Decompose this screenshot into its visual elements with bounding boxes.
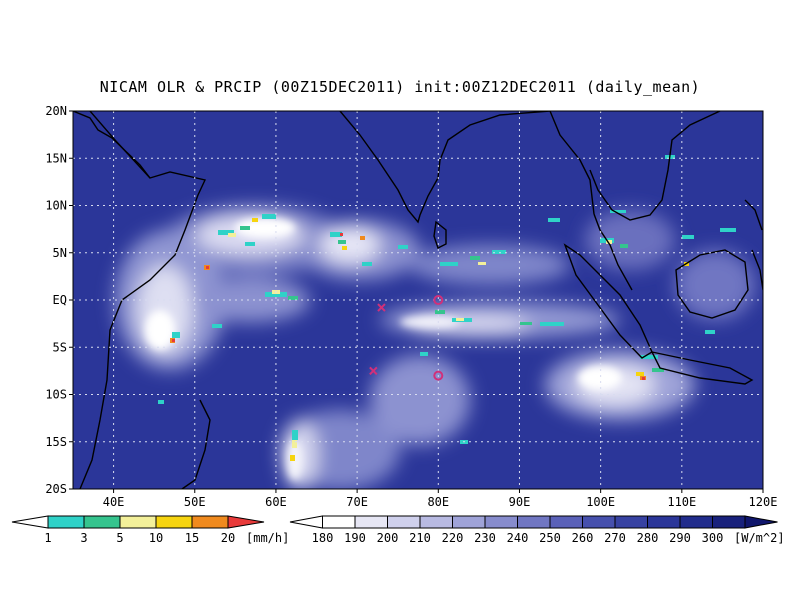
colorbar-label: 20 (221, 531, 235, 545)
lat-tick-label: 5N (53, 246, 67, 260)
track-markers (369, 295, 444, 381)
track-marker-x (369, 366, 378, 376)
coast-indochina (589, 111, 721, 221)
colorbar-cell (419, 515, 453, 529)
coastlines (73, 111, 763, 489)
colorbar-cell (191, 515, 229, 529)
colorbar-cell (679, 515, 713, 529)
colorbar-cell (712, 515, 746, 529)
lat-tick-label: 10S (45, 388, 67, 402)
colorbar-label: 190 (344, 531, 366, 545)
lat-tick-label: 15S (45, 435, 67, 449)
colorbar-label: 240 (507, 531, 529, 545)
colorbar-label: 3 (80, 531, 87, 545)
map-title: NICAM OLR & PRCIP (00Z15DEC2011) init:00… (99, 78, 701, 96)
colorbar-cell (354, 515, 388, 529)
colorbar-arrow-right (227, 515, 265, 529)
lon-tick-label: 90E (509, 495, 531, 509)
colorbar-cell (155, 515, 193, 529)
colorbar-cell (322, 515, 356, 529)
lat-axis: 20N 15N 10N 5N EQ 5S 10S 15S 20S (45, 104, 73, 496)
lat-tick-label: EQ (53, 293, 67, 307)
coast-java (650, 351, 754, 385)
colorbar-label: 180 (312, 531, 334, 545)
colorbar-label: 10 (149, 531, 163, 545)
colorbar-label: 250 (539, 531, 561, 545)
gridlines (73, 111, 763, 489)
colorbar-cell (83, 515, 121, 529)
precip-colorbar: 1 3 5 10 15 20 [mm/h] (11, 515, 289, 545)
track-marker-o (433, 370, 444, 381)
olr-colorbar: 180 190 200 210 220 230 240 250 260 270 280 290 300 [… (289, 515, 785, 545)
lon-tick-label: 70E (346, 495, 368, 509)
colorbar-label: 220 (442, 531, 464, 545)
colorbar-label: 270 (604, 531, 626, 545)
coast-arabia (89, 111, 151, 179)
colorbar-cell (452, 515, 486, 529)
colorbar-unit: [W/m^2] (734, 531, 785, 545)
colorbar-label: 210 (409, 531, 431, 545)
track-marker-x (377, 303, 386, 312)
cloud-cores (145, 218, 622, 480)
lat-tick-label: 10N (45, 199, 67, 213)
lon-tick-label: 120E (749, 495, 778, 509)
lon-tick-label: 40E (103, 495, 125, 509)
lon-tick-label: 100E (586, 495, 615, 509)
lon-tick-label: 80E (427, 495, 449, 509)
colorbar-label: 260 (572, 531, 594, 545)
lat-tick-label: 5S (53, 340, 67, 354)
coast-madagascar (181, 399, 211, 489)
coast-bay-bengal (549, 111, 595, 215)
lon-tick-label: 60E (265, 495, 287, 509)
lat-tick-label: 20N (45, 104, 67, 118)
colorbar-cell (582, 515, 616, 529)
lon-tick-label: 110E (667, 495, 696, 509)
lat-tick-label: 20S (45, 482, 67, 496)
colorbar-label: 15 (185, 531, 199, 545)
colorbar-label: 200 (377, 531, 399, 545)
colorbar-cell (119, 515, 157, 529)
colorbar-cell (47, 515, 85, 529)
lon-tick-label: 50E (184, 495, 206, 509)
colorbar-cell (387, 515, 421, 529)
cloud-regions (115, 205, 755, 489)
colorbar-label: 300 (702, 531, 724, 545)
colorbar-label: 290 (669, 531, 691, 545)
colorbar-label: 5 (116, 531, 123, 545)
track-marker-o (433, 295, 444, 305)
coast-borneo (675, 249, 749, 319)
colorbar-arrow-left (11, 515, 49, 529)
coast-malay (593, 213, 633, 291)
colorbar-cell (517, 515, 551, 529)
lon-axis: 40E 50E 60E 70E 80E 90E 100E 110E 120E (103, 489, 778, 509)
colorbar-arrow-right (744, 515, 778, 529)
colorbar-label: 280 (637, 531, 659, 545)
coast-africa (73, 111, 207, 489)
colorbar-cell (484, 515, 518, 529)
colorbar-cell (647, 515, 681, 529)
colorbar-arrow-left (289, 515, 323, 529)
lat-tick-label: 15N (45, 151, 67, 165)
coast-india (339, 111, 551, 224)
colorbar-cell (549, 515, 583, 529)
colorbar-unit: [mm/h] (246, 531, 289, 545)
coast-philippines (744, 199, 763, 231)
colorbar-label: 1 (44, 531, 51, 545)
colorbar-label: 230 (474, 531, 496, 545)
colorbar-cell (614, 515, 648, 529)
coast-srilanka (433, 220, 447, 249)
coast-sulawesi (751, 249, 763, 291)
